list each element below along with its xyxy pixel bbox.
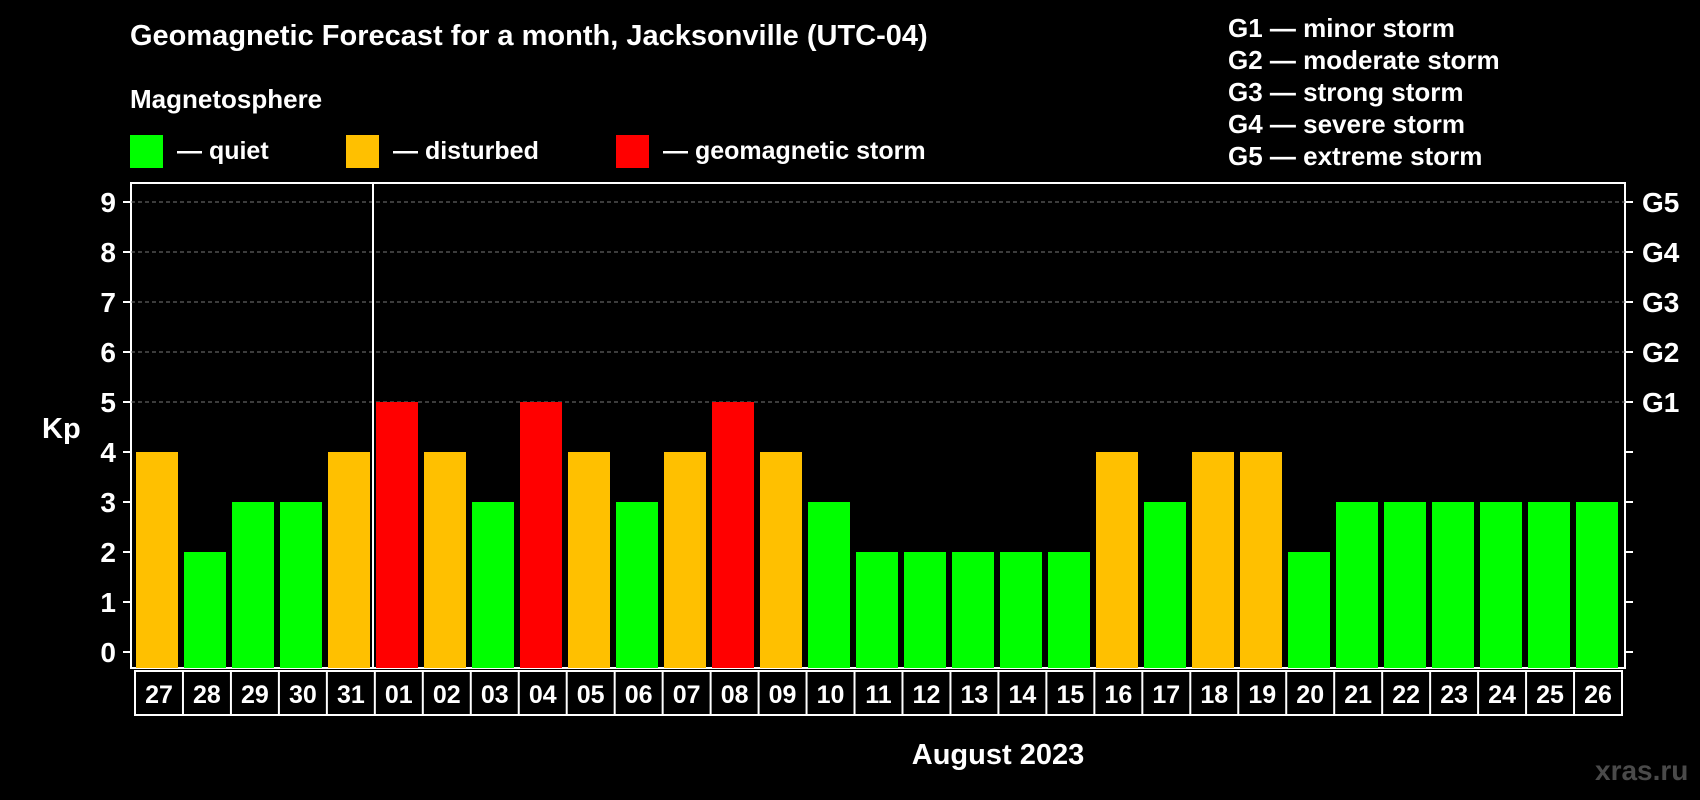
bar-23: [1432, 502, 1474, 668]
bar-16: [1096, 452, 1138, 668]
storm-scale-legend: G1 — minor storm G2 — moderate storm G3 …: [1228, 12, 1500, 172]
x-tick-label-24: 24: [1488, 681, 1516, 709]
bar-25: [1528, 502, 1570, 668]
x-label-strip: [134, 670, 1623, 716]
storm-legend-g4: G4 — severe storm: [1228, 109, 1466, 139]
x-tick-label-08: 08: [721, 681, 749, 709]
legend-storm: — geomagnetic storm: [616, 134, 926, 168]
bar-11: [856, 552, 898, 668]
legend-disturbed-swatch: [346, 134, 379, 168]
ytick-label-0: 0: [100, 637, 116, 668]
bar-24: [1480, 502, 1522, 668]
right-tick-label-G4: G4: [1642, 237, 1680, 268]
chart-subtitle: Magnetosphere: [130, 84, 323, 114]
y-axis-label: Kp: [42, 413, 81, 445]
bar-18: [1192, 452, 1234, 668]
ytick-label-4: 4: [100, 437, 116, 468]
x-tick-label-02: 02: [433, 681, 461, 709]
bar-10: [808, 502, 850, 668]
bar-29: [232, 502, 274, 668]
bar-26: [1576, 502, 1618, 668]
storm-legend-g2: G2 — moderate storm: [1228, 45, 1500, 75]
right-tick-label-G1: G1: [1642, 387, 1679, 418]
bar-06: [616, 502, 658, 668]
bar-15: [1048, 552, 1090, 668]
bar-14: [1000, 552, 1042, 668]
right-tick-label-G3: G3: [1642, 287, 1679, 318]
bar-20: [1288, 552, 1330, 668]
x-tick-label-25: 25: [1536, 681, 1564, 709]
x-tick-label-12: 12: [913, 681, 941, 709]
bar-13: [952, 552, 994, 668]
bar-31: [328, 452, 370, 668]
x-axis-label: August 2023: [912, 739, 1084, 771]
x-tick-label-07: 07: [673, 681, 701, 709]
bar-22: [1384, 502, 1426, 668]
bar-21: [1336, 502, 1378, 668]
legend-disturbed-label: — disturbed: [393, 136, 539, 165]
x-tick-label-14: 14: [1008, 681, 1036, 709]
x-tick-label-30: 30: [289, 681, 317, 709]
bar-01: [376, 402, 418, 668]
ytick-label-5: 5: [100, 387, 116, 418]
legend-storm-label: — geomagnetic storm: [663, 136, 926, 165]
bar-12: [904, 552, 946, 668]
bar-07: [664, 452, 706, 668]
storm-legend-g3: G3 — strong storm: [1228, 77, 1464, 107]
ytick-label-7: 7: [100, 287, 116, 318]
bar-02: [424, 452, 466, 668]
storm-legend-g5: G5 — extreme storm: [1228, 141, 1483, 171]
ytick-label-6: 6: [100, 337, 116, 368]
ytick-label-2: 2: [100, 537, 116, 568]
x-tick-label-17: 17: [1152, 681, 1180, 709]
x-tick-label-26: 26: [1584, 681, 1612, 709]
x-tick-label-21: 21: [1344, 681, 1372, 709]
x-tick-label-22: 22: [1392, 681, 1420, 709]
x-tick-label-15: 15: [1056, 681, 1084, 709]
ytick-label-1: 1: [100, 587, 116, 618]
x-tick-label-04: 04: [529, 681, 557, 709]
x-tick-label-18: 18: [1200, 681, 1228, 709]
bar-28: [184, 552, 226, 668]
bar-17: [1144, 502, 1186, 668]
right-tick-label-G5: G5: [1642, 187, 1679, 218]
x-tick-label-27: 27: [145, 681, 173, 709]
bar-09: [760, 452, 802, 668]
bar-19: [1240, 452, 1282, 668]
bar-30: [280, 502, 322, 668]
x-tick-label-01: 01: [385, 681, 413, 709]
bar-08: [712, 402, 754, 668]
x-tick-label-16: 16: [1104, 681, 1132, 709]
legend-disturbed: — disturbed: [346, 134, 539, 168]
legend-quiet: — quiet: [130, 134, 269, 168]
x-tick-label-19: 19: [1248, 681, 1276, 709]
x-tick-label-28: 28: [193, 681, 221, 709]
legend-storm-swatch: [616, 134, 649, 168]
ytick-label-8: 8: [100, 237, 116, 268]
x-tick-label-31: 31: [337, 681, 365, 709]
x-tick-label-13: 13: [961, 681, 989, 709]
bar-05: [568, 452, 610, 668]
ytick-label-3: 3: [100, 487, 116, 518]
legend-quiet-label: — quiet: [177, 136, 269, 165]
ytick-label-9: 9: [100, 187, 116, 218]
bar-04: [520, 402, 562, 668]
x-tick-label-03: 03: [481, 681, 509, 709]
chart-title: Geomagnetic Forecast for a month, Jackso…: [130, 20, 928, 52]
x-tick-label-10: 10: [817, 681, 845, 709]
bar-03: [472, 502, 514, 668]
x-tick-label-20: 20: [1296, 681, 1324, 709]
storm-legend-g1: G1 — minor storm: [1228, 13, 1455, 43]
x-tick-label-11: 11: [865, 681, 892, 709]
legend-quiet-swatch: [130, 134, 163, 168]
right-tick-label-G2: G2: [1642, 337, 1679, 368]
bar-27: [136, 452, 178, 668]
x-tick-label-29: 29: [241, 681, 269, 709]
x-tick-label-09: 09: [769, 681, 797, 709]
x-tick-label-23: 23: [1440, 681, 1468, 709]
watermark: xras.ru: [1595, 755, 1689, 786]
x-tick-label-06: 06: [625, 681, 653, 709]
x-tick-label-05: 05: [577, 681, 605, 709]
